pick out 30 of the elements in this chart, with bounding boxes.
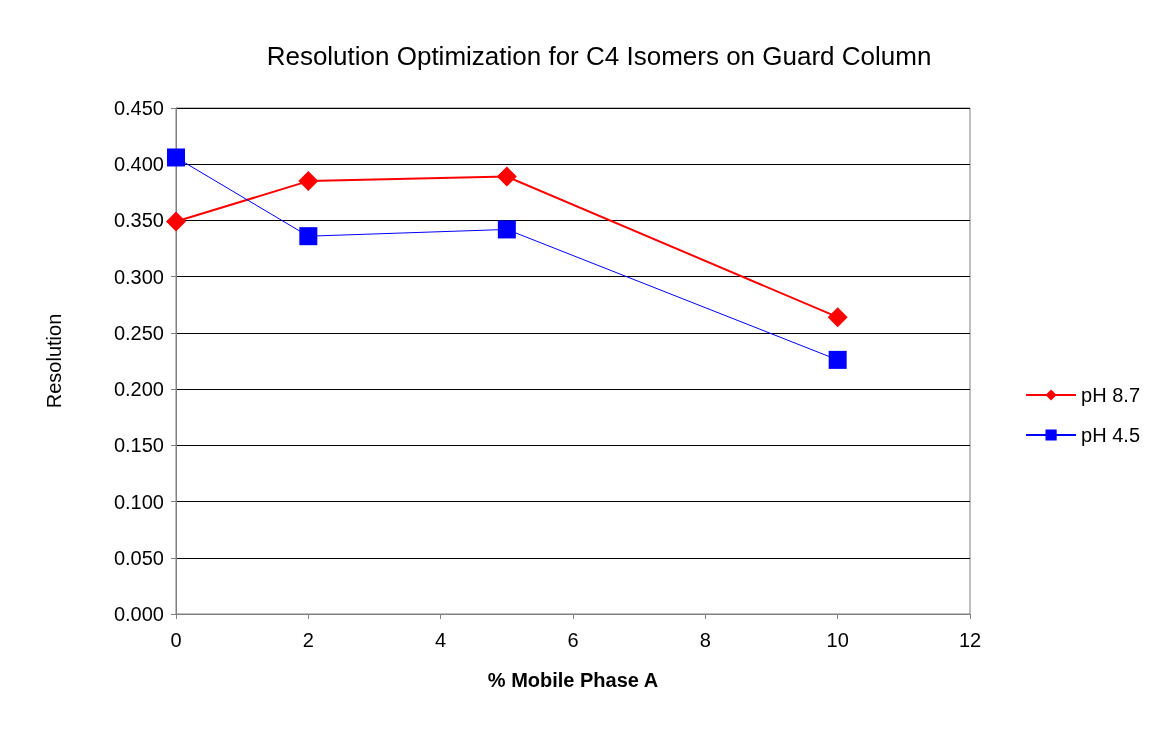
y-tick-label: 0.000 xyxy=(113,603,164,625)
point xyxy=(497,220,516,239)
x-tick-label: 10 xyxy=(826,629,849,651)
x-tick-label: 2 xyxy=(302,629,314,651)
legend-label: pH 8.7 xyxy=(1081,384,1141,406)
y-tick-label: 0.100 xyxy=(113,490,164,513)
x-tick-label: 8 xyxy=(699,629,711,651)
y-tick-label: 0.300 xyxy=(113,265,164,288)
y-tick-label: 0.400 xyxy=(113,153,164,176)
chart-title: Resolution Optimization for C4 Isomers on Guard Column xyxy=(266,41,932,71)
y-axis-title: Resolution xyxy=(43,313,65,409)
point xyxy=(298,171,319,192)
point xyxy=(827,307,848,328)
x-tick-label: 12 xyxy=(958,629,982,651)
y-tick-label: 0.150 xyxy=(113,434,164,457)
point xyxy=(166,211,186,232)
point xyxy=(496,166,517,187)
y-tick-label: 0.450 xyxy=(113,97,164,119)
x-tick-label: 0 xyxy=(170,629,182,651)
x-tick-label: 6 xyxy=(567,629,579,651)
y-tick-label: 0.250 xyxy=(113,321,164,344)
y-tick-label: 0.200 xyxy=(113,378,164,401)
x-tick-label: 4 xyxy=(435,629,447,651)
point xyxy=(299,227,318,246)
legend-label: pH 4.5 xyxy=(1081,424,1141,446)
y-tick-label: 0.350 xyxy=(113,209,164,232)
point xyxy=(828,350,847,369)
point xyxy=(167,148,185,167)
x-axis-title: % Mobile Phase A xyxy=(487,669,659,691)
y-tick-label: 0.050 xyxy=(113,546,164,569)
